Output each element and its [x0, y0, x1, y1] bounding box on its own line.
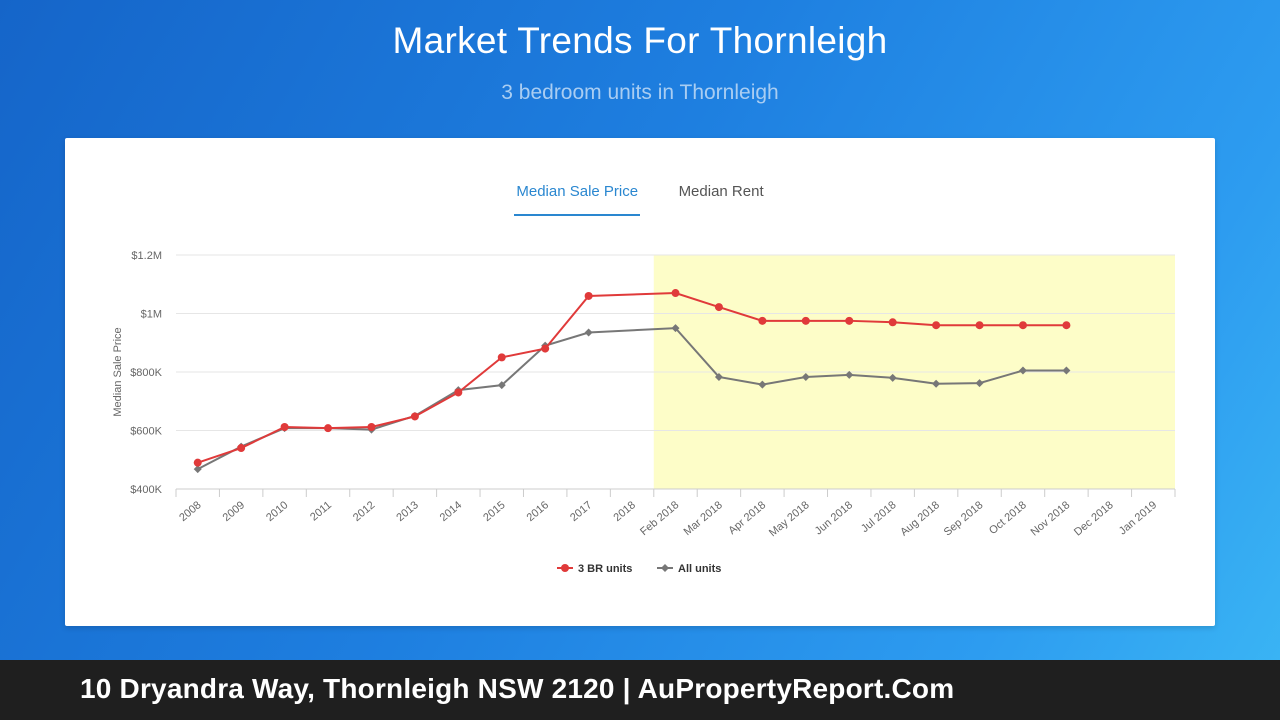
data-point — [975, 379, 984, 388]
legend-marker — [561, 564, 569, 572]
data-point — [845, 370, 854, 379]
data-point — [758, 380, 767, 389]
tab-median-sale-price[interactable]: Median Sale Price — [514, 183, 641, 216]
legend-label: All units — [678, 563, 721, 575]
x-tick-label: 2010 — [264, 499, 290, 524]
data-point — [541, 344, 550, 353]
x-tick-label: Dec 2018 — [1072, 499, 1116, 538]
data-point — [714, 303, 723, 312]
data-point — [280, 422, 289, 431]
page-subtitle: 3 bedroom units in Thornleigh — [501, 81, 779, 104]
data-point — [932, 321, 941, 330]
data-point — [367, 422, 376, 431]
data-point — [671, 289, 680, 298]
data-point — [584, 291, 593, 300]
y-tick-label: $1M — [141, 309, 162, 321]
x-tick-label: 2017 — [568, 499, 594, 524]
data-point — [1062, 366, 1071, 375]
data-point — [801, 316, 810, 325]
x-tick-label: Jul 2018 — [859, 499, 899, 535]
x-tick-label: 2009 — [221, 499, 247, 524]
data-point — [671, 324, 680, 333]
legend-label: 3 BR units — [578, 563, 632, 575]
data-point — [758, 316, 767, 325]
data-point — [845, 316, 854, 325]
data-point — [193, 465, 202, 474]
series-line-3-br-units — [197, 292, 1067, 464]
y-tick-label: $1.2M — [131, 250, 162, 262]
price-chart: $400K $600K $800K $1M $1.2M 2008 2009 2010 2011 2… — [112, 250, 1176, 575]
x-tick-label: Sep 2018 — [942, 499, 986, 538]
x-tick-label: Mar 2018 — [682, 499, 725, 538]
page-title: Market Trends For Thornleigh — [392, 20, 888, 61]
x-tick-label: Jan 2019 — [1117, 499, 1159, 537]
x-tick-label: 2011 — [308, 499, 334, 523]
x-tick-label: 2012 — [351, 499, 377, 524]
y-tick-label: $600K — [130, 426, 162, 438]
x-tick-label: Oct 2018 — [987, 499, 1029, 537]
data-point — [932, 379, 941, 388]
footer-bar: 10 Dryandra Way, Thornleigh NSW 2120 | A… — [0, 660, 1280, 720]
footer-address: 10 Dryandra Way, Thornleigh NSW 2120 | A… — [80, 673, 955, 704]
data-point — [454, 388, 463, 397]
legend-marker — [661, 564, 669, 572]
x-tick-label: 2013 — [394, 499, 420, 524]
data-point — [801, 372, 810, 381]
data-point — [714, 372, 723, 381]
data-point — [497, 381, 506, 390]
data-point — [1018, 321, 1027, 330]
tab-median-rent[interactable]: Median Rent — [678, 183, 764, 200]
data-point — [1018, 366, 1027, 375]
data-point — [888, 373, 897, 382]
data-point — [1062, 321, 1071, 330]
x-tick-label: 2014 — [438, 499, 464, 524]
chart-card: Median Sale Price Median Rent $400K $600K… — [65, 138, 1215, 626]
x-tick-label: Apr 2018 — [726, 499, 768, 537]
data-point — [324, 424, 333, 433]
data-point — [237, 444, 246, 453]
data-point — [497, 353, 506, 362]
x-tick-label: Feb 2018 — [638, 499, 681, 538]
data-point — [888, 318, 897, 327]
y-tick-label: $800K — [130, 367, 162, 379]
data-point — [410, 412, 419, 421]
data-point — [975, 321, 984, 330]
x-tick-label: 2016 — [525, 499, 551, 524]
x-tick-label: Aug 2018 — [898, 499, 942, 538]
y-tick-label: $400K — [130, 484, 162, 496]
data-point — [584, 328, 593, 337]
data-point — [193, 458, 202, 467]
x-tick-label: May 2018 — [767, 499, 812, 539]
x-tick-label: 2008 — [177, 499, 203, 524]
x-tick-label: 2018 — [612, 499, 638, 524]
y-axis-title: Median Sale Price — [112, 327, 124, 416]
chart-tabs: Median Sale Price Median Rent — [65, 183, 1215, 217]
x-tick-label: Jun 2018 — [813, 499, 855, 537]
x-tick-label: 2015 — [481, 499, 507, 524]
x-tick-label: Nov 2018 — [1029, 499, 1073, 538]
